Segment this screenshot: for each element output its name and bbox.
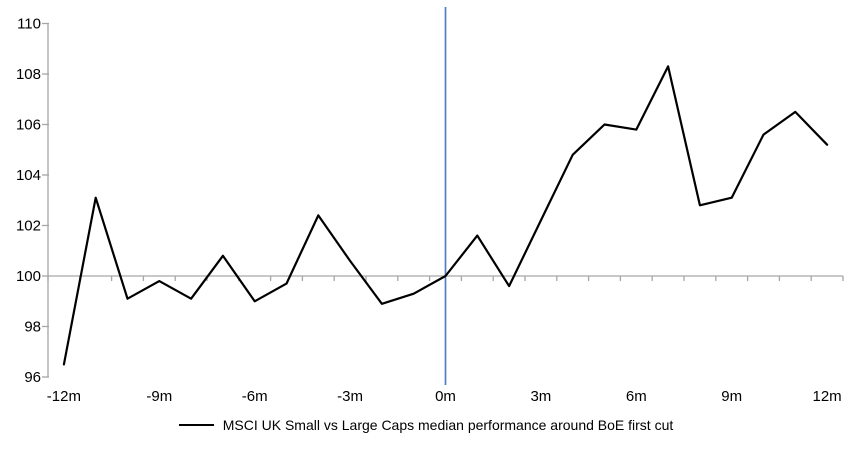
x-tick-label: 6m [626,388,647,405]
series-line [62,65,829,366]
x-tick-label: -6m [242,388,268,405]
y-tick-label: 96 [24,369,41,386]
x-tick-label: 12m [813,388,842,405]
y-tick-label: 104 [16,167,41,184]
legend: MSCI UK Small vs Large Caps median perfo… [0,415,852,435]
y-tick-label: 98 [24,319,41,336]
x-tick-label: -3m [337,388,363,405]
y-tick-label: 100 [16,268,41,285]
y-tick-label: 110 [17,16,41,33]
x-tick-label: 3m [530,388,551,405]
x-tick-label: 9m [721,388,742,405]
x-tick-label: -12m [47,388,81,405]
y-tick-label: 102 [16,218,41,235]
x-tick-label: 0m [435,388,456,405]
legend-line-sample [178,424,214,426]
x-tick-label: -9m [146,388,172,405]
y-tick-label: 108 [16,66,41,83]
legend-series-label: MSCI UK Small vs Large Caps median perfo… [222,417,674,433]
y-tick-label: 106 [16,117,41,134]
series-layer [62,65,829,366]
axis-labels-layer: 96 98 100 102 104 106 108 110 -12m -9m -6m -3m 0m 3m 6… [16,16,842,406]
